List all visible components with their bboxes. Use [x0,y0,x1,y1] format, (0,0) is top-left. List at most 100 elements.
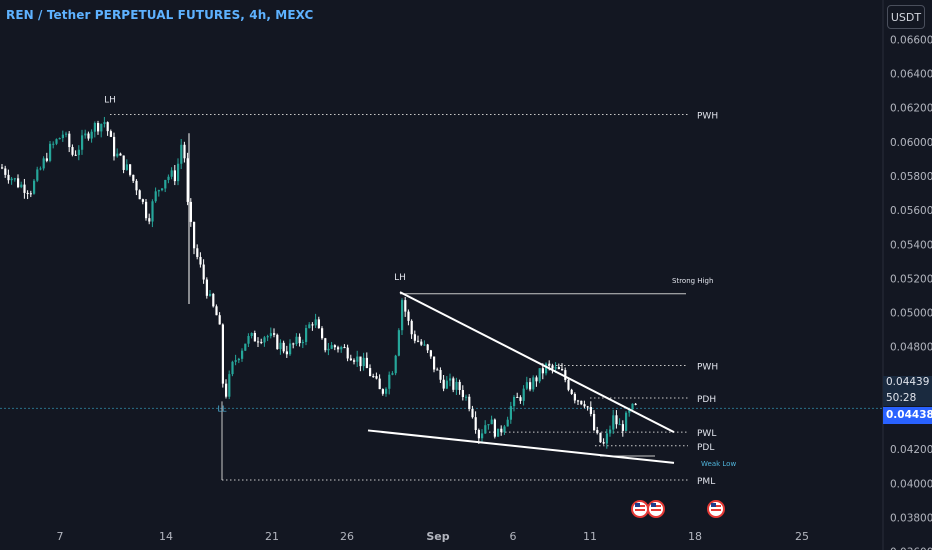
candle-body [122,155,125,170]
candle-body [359,356,362,367]
candle-body [116,153,119,157]
candle-body [221,324,224,384]
point-label: LL [218,405,227,414]
candle-body [151,201,154,222]
y-tick-label: 0.05200 [890,273,932,285]
candle-body [305,328,308,342]
candle-body [97,123,100,132]
candle-body [285,351,288,355]
candle-body [410,320,413,335]
y-tick-label: 0.03800 [890,513,932,525]
candle-body [548,363,551,366]
level-label: PWH [697,111,718,121]
candle-body [471,409,474,418]
candle-body [145,201,148,219]
candle-body [125,164,128,170]
candle-body [100,123,103,132]
y-tick-label: 0.05000 [890,308,932,320]
candle-body [365,357,368,369]
candle-body [148,218,151,222]
candle-body [327,348,330,351]
x-tick-label: 6 [510,530,517,543]
candle-body [84,133,87,136]
candle-body [557,367,560,370]
candle-body [202,264,205,280]
candle-body [77,149,80,156]
candle-body [292,343,295,345]
time-axis: 7 14 21 26 Sep 6 11 18 25 [57,530,810,543]
candle-body [545,363,548,374]
candle-body [516,396,519,398]
candle-body [541,368,544,374]
y-tick-label: 0.03600 [890,547,932,550]
candle-body [417,340,420,342]
candle-body [404,300,407,312]
y-tick-label: 0.04200 [890,444,932,456]
candle-body [20,184,23,188]
y-tick-label: 0.06200 [890,103,932,115]
candle-body [500,428,503,433]
candle-body [532,377,535,390]
currency-button[interactable]: USDT [887,5,925,29]
candle-body [52,143,55,145]
candle-body [90,131,93,139]
candle-body [449,378,452,381]
flag-canton [651,503,656,507]
candle-body [625,412,628,431]
candle-body [225,383,228,397]
candle-body [407,311,410,321]
event-icons [631,500,725,518]
candle-body [250,333,253,336]
candle-body [570,389,573,394]
candle-body [269,333,272,337]
candle-body [461,390,464,398]
x-tick-label: 14 [159,530,173,543]
candle-body [362,357,365,367]
candle-body [55,139,58,144]
candle-body [199,256,202,265]
candle-body [490,419,493,425]
candle-body [231,361,234,375]
candle-body [253,333,256,342]
candle-body [474,417,477,430]
candle-body [394,355,397,374]
candle-body [36,169,39,181]
candle-body [375,376,378,379]
candle-body [71,147,74,155]
flag-canton [711,503,716,507]
candle-body [279,342,282,350]
candle-body [615,415,618,425]
candle-body [170,170,173,177]
x-tick-label: 11 [583,530,597,543]
x-tick-label: 21 [265,530,279,543]
candle-body [631,403,634,410]
candle-body [493,419,496,437]
candle-body [356,356,359,362]
candle-body [513,396,516,407]
candle-body [420,341,423,345]
candle-body [397,330,400,356]
candle-body [308,324,311,329]
trendline-lower [367,429,675,464]
candle-body [481,433,484,439]
candle-body [589,406,592,414]
candle-body [173,170,176,182]
candle-body [273,333,276,335]
level-label: Strong High [672,277,713,285]
candle-body [413,334,416,341]
candle-body [554,367,557,369]
candle-body [13,178,16,180]
candle-body [609,429,612,434]
candle-body [452,378,455,390]
candle-body [1,167,4,169]
candle-body [445,380,448,389]
candle-body [33,180,36,194]
candle-body [506,419,509,427]
candle-body [138,190,141,200]
candle-body [209,293,212,296]
candle-body [189,201,192,222]
candle-body [324,338,327,351]
level-label: PWH [697,363,718,373]
candle-body [487,424,490,426]
